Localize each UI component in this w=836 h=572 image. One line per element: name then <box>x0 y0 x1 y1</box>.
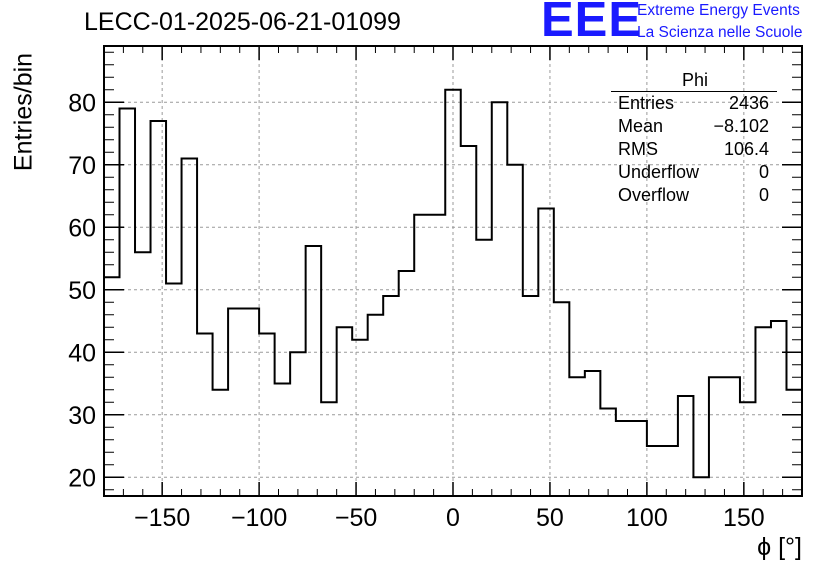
y-axis-label: Entries/bin <box>9 52 38 172</box>
chart-title: LECC-01-2025-06-21-01099 <box>84 8 401 36</box>
x-tick-label: 150 <box>723 504 765 532</box>
logo-line-1: Extreme Energy Events <box>637 2 800 19</box>
y-tick-label: 30 <box>68 402 96 430</box>
stats-value-rms: 106.4 <box>723 139 769 159</box>
grid-lines <box>104 46 802 496</box>
stats-key-underflow: Underflow <box>618 162 700 182</box>
axis-ticks <box>103 46 803 496</box>
stats-divider <box>611 91 777 92</box>
stats-title: Phi <box>681 70 708 90</box>
x-axis-label: ϕ [°] <box>757 533 802 561</box>
x-tick-label: 100 <box>626 504 668 532</box>
x-tick-label: −150 <box>134 504 190 532</box>
y-tick-label: 40 <box>68 339 96 367</box>
logo-line-2: La Scienza nelle Scuole <box>637 24 803 41</box>
y-tick-label: 70 <box>68 152 96 180</box>
y-tick-label: 60 <box>68 214 96 242</box>
plot-frame <box>103 45 803 497</box>
stats-key-entries: Entries <box>618 93 675 113</box>
stats-value-underflow: 0 <box>758 162 769 182</box>
stats-key-mean: Mean <box>618 116 664 136</box>
y-tick-label: 80 <box>68 89 96 117</box>
x-tick-label: −100 <box>231 504 287 532</box>
x-tick-label: 0 <box>446 504 460 532</box>
stats-key-overflow: Overflow <box>618 185 690 205</box>
stats-key-rms: RMS <box>618 139 658 159</box>
y-tick-label: 50 <box>68 277 96 305</box>
histogram-series <box>104 88 803 479</box>
tick-labels: −150 −100 −50 0 50 100 150 20 30 40 50 60 70 80 <box>68 89 765 532</box>
x-tick-label: −50 <box>335 504 377 532</box>
stats-value-overflow: 0 <box>758 185 769 205</box>
eee-logo-mark: EEE <box>541 0 643 47</box>
x-tick-label: 50 <box>536 504 564 532</box>
y-tick-label: 20 <box>68 464 96 492</box>
stats-value-mean: −8.102 <box>713 116 769 136</box>
stats-value-entries: 2436 <box>728 93 769 113</box>
